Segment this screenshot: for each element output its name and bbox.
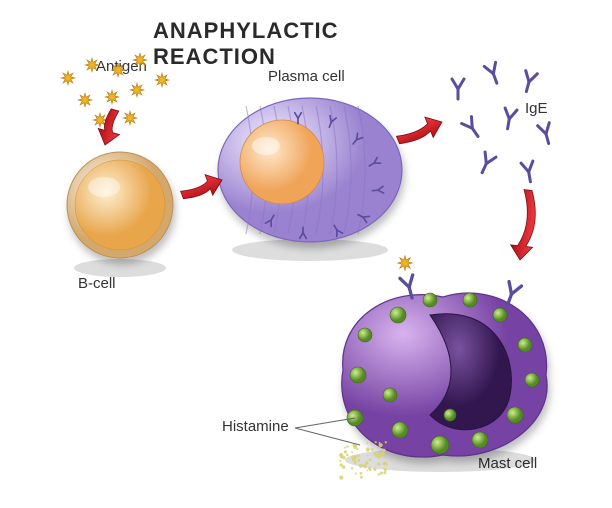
granule: [463, 293, 477, 307]
histamine-particle: [384, 462, 387, 465]
histamine-particle: [380, 472, 383, 475]
arrow-icon: [394, 112, 446, 150]
arrow-icon: [509, 189, 539, 261]
granule: [423, 293, 437, 307]
ige-icon: [484, 62, 502, 85]
antigen-icon: [133, 53, 147, 67]
ige-icon: [462, 117, 483, 140]
histamine-particle: [344, 450, 347, 453]
histamine-particle: [357, 459, 360, 462]
antigen-icon: [78, 93, 92, 107]
histamine-particle: [339, 460, 341, 462]
histamine-particle: [383, 471, 386, 474]
granule: [525, 373, 539, 387]
histamine-particle: [385, 441, 387, 443]
granule: [493, 308, 507, 322]
granule: [518, 338, 532, 352]
histamine-particle: [360, 476, 363, 479]
ige-icon: [502, 108, 517, 130]
arrow-icon: [94, 107, 125, 148]
histamine-particle: [379, 443, 383, 447]
antigen-icon: [123, 111, 137, 125]
granule: [358, 328, 372, 342]
granule: [507, 407, 523, 423]
histamine-particle: [351, 451, 353, 453]
ige-icon: [477, 152, 496, 175]
granule: [350, 367, 366, 383]
granule: [472, 432, 488, 448]
histamine-particle: [359, 472, 362, 475]
antigen-icon: [61, 71, 75, 85]
granule: [431, 436, 449, 454]
histamine-particle: [351, 467, 354, 470]
histamine-particle: [353, 445, 357, 449]
antigen-icon: [130, 83, 144, 97]
granule: [383, 388, 397, 402]
histamine-particle: [355, 473, 357, 475]
granule: [392, 422, 408, 438]
histamine-particle: [378, 454, 382, 458]
histamine-particle: [346, 445, 348, 447]
ige-icon: [521, 71, 538, 93]
histamine-particle: [366, 455, 368, 457]
histamine-particle: [357, 455, 360, 458]
histamine-particle: [382, 449, 386, 453]
histamine-particle: [366, 442, 368, 444]
callout-line: [295, 418, 355, 428]
histamine-particle: [366, 470, 368, 472]
histamine-particle: [377, 462, 380, 465]
antigen-icon: [155, 73, 169, 87]
granule: [390, 307, 406, 323]
granule: [444, 409, 456, 421]
histamine-particle: [383, 467, 385, 469]
antigen-icon: [111, 63, 125, 77]
histamine-particle: [378, 473, 381, 476]
histamine-particle: [370, 469, 372, 471]
histamine-particle: [339, 476, 343, 480]
histamine-particle: [371, 448, 374, 451]
histamine-particle: [359, 464, 363, 468]
ige-icon: [538, 123, 555, 145]
ige-icon: [452, 79, 464, 99]
histamine-particle: [344, 447, 346, 449]
histamine-particle: [365, 461, 368, 464]
histamine-particle: [373, 468, 376, 471]
histamine-particle: [373, 453, 376, 456]
histamine-particle: [340, 463, 343, 466]
histamine-particle: [366, 447, 370, 451]
histamine-particle: [351, 456, 354, 459]
antigen-icon: [105, 90, 119, 104]
histamine-particle: [354, 461, 357, 464]
histamine-particle: [339, 453, 343, 457]
histamine-particle: [379, 442, 381, 444]
histamine-particle: [363, 464, 367, 468]
antigen-icon: [85, 58, 99, 72]
histamine-particle: [375, 441, 377, 443]
histamine-particle: [346, 454, 349, 457]
callout-line: [295, 428, 360, 445]
ige-icon: [521, 161, 536, 183]
diagram-canvas: [0, 0, 612, 508]
histamine-particle: [369, 458, 372, 461]
